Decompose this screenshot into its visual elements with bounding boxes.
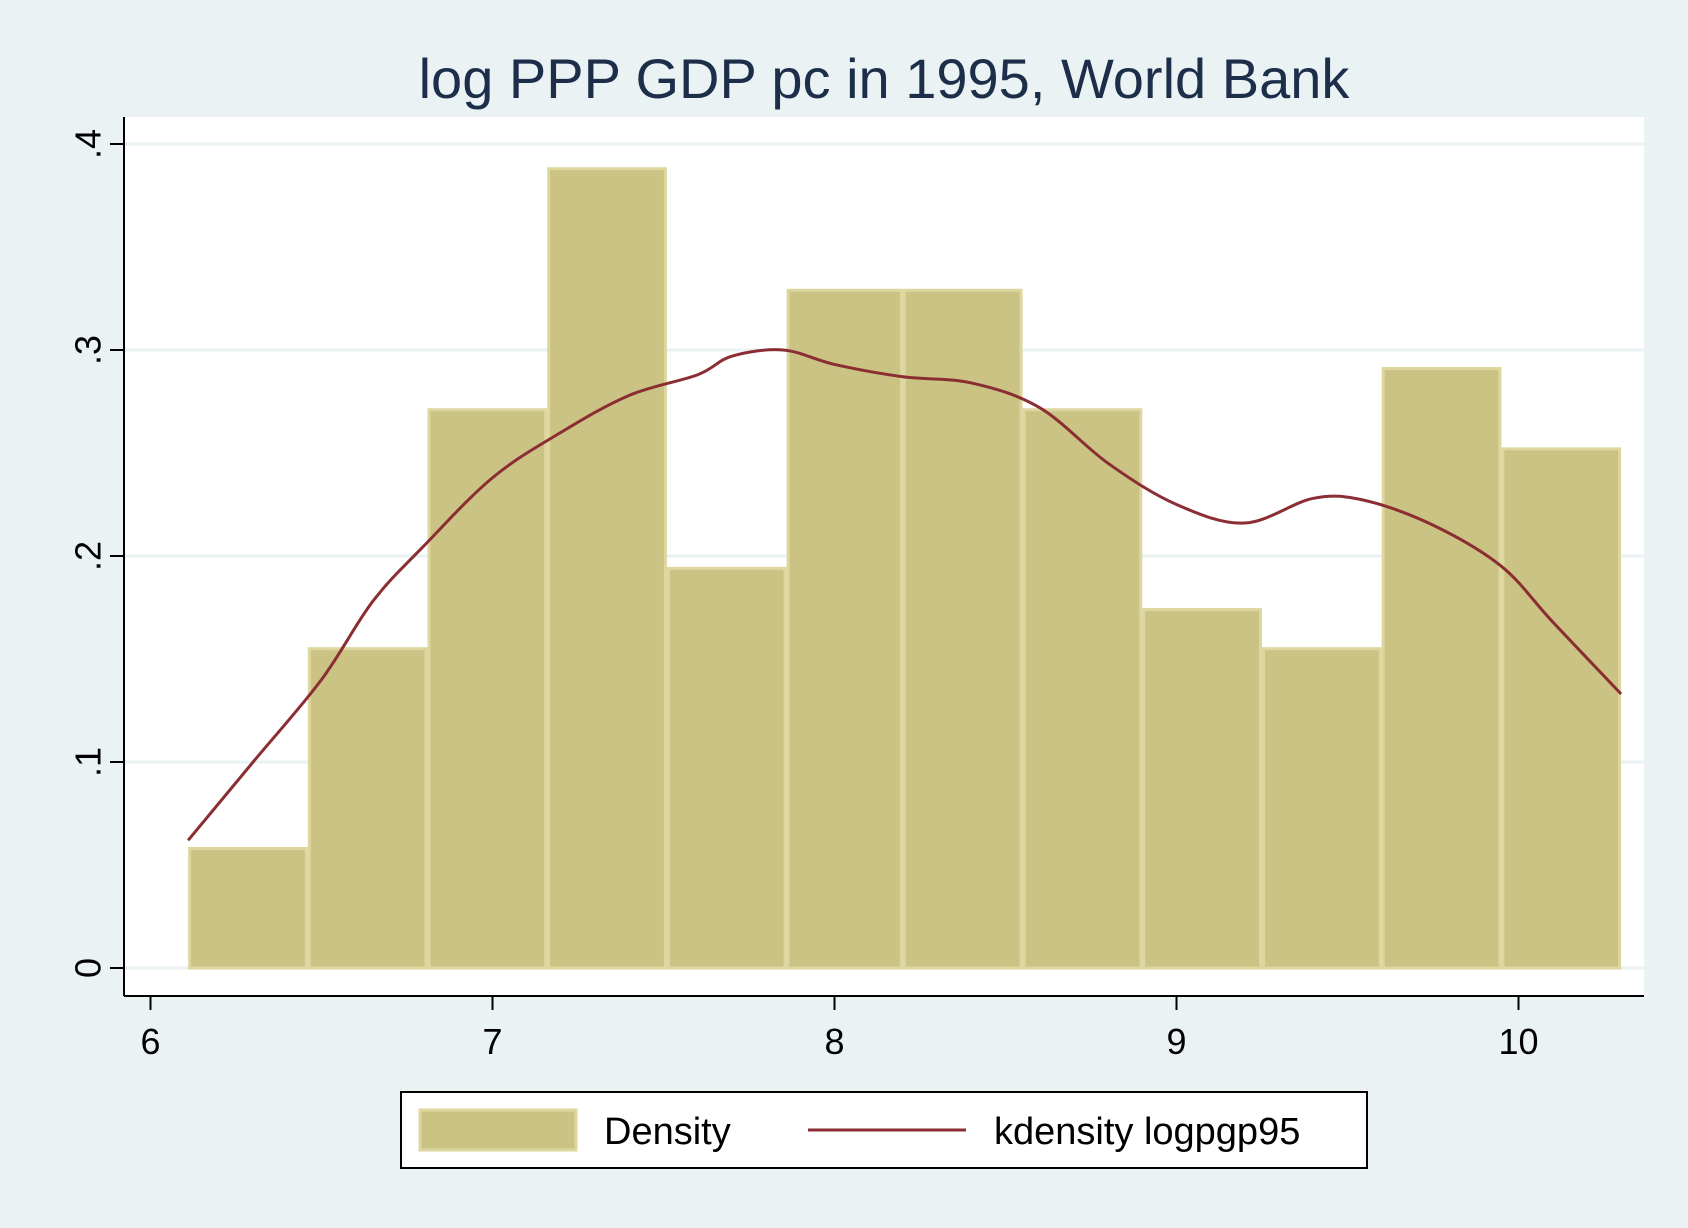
y-tick-label: .3: [68, 335, 109, 365]
y-tick-label: .2: [68, 541, 109, 571]
histogram-bar: [666, 566, 787, 970]
histogram-bar: [427, 408, 548, 970]
legend-label-density: Density: [604, 1111, 731, 1153]
histogram-bar: [307, 647, 428, 970]
histogram-bar: [188, 847, 308, 970]
x-tick-label: 8: [824, 1021, 844, 1062]
histogram-bar: [547, 167, 667, 970]
chart-title: log PPP GDP pc in 1995, World Bank: [419, 47, 1351, 110]
histogram-bar: [1142, 608, 1263, 970]
y-tick-label: .1: [68, 747, 109, 777]
histogram-bars: [188, 167, 1622, 970]
x-tick-label: 6: [140, 1021, 160, 1062]
y-tick-label: .4: [68, 129, 109, 159]
y-tick-label: 0: [68, 958, 109, 978]
x-tick-label: 9: [1166, 1021, 1186, 1062]
axes: 6 7 8 9 10 0 .1 .2 .3 .4: [68, 117, 1644, 1062]
histogram-bar: [786, 288, 903, 970]
x-tick-label: 10: [1498, 1021, 1538, 1062]
kdensity-line: [186, 348, 1623, 842]
histogram-bar: [1022, 408, 1143, 970]
legend-swatch-density: [418, 1108, 578, 1152]
histogram-bar: [1262, 647, 1382, 970]
legend-label-kdensity: kdensity logpgp95: [994, 1111, 1300, 1153]
histogram-bar: [1501, 447, 1622, 970]
histogram-bar: [1381, 367, 1502, 970]
legend: Density kdensity logpgp95: [400, 1091, 1368, 1169]
histogram-bar: [902, 288, 1023, 970]
x-tick-label: 7: [482, 1021, 502, 1062]
